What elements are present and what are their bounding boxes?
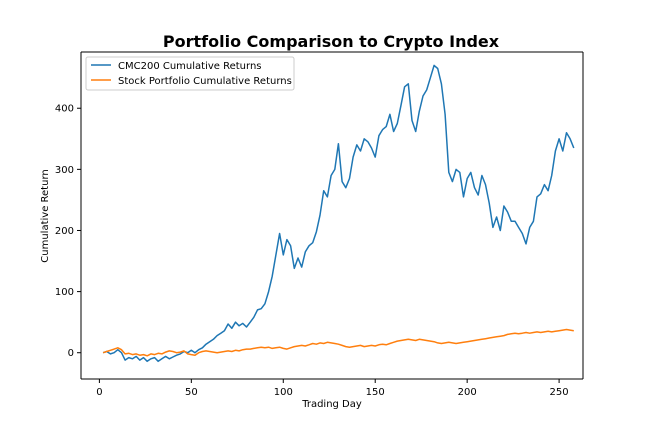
plot-frame [80,51,584,380]
y-tick-label: 0 [68,348,74,359]
legend: CMC200 Cumulative Returns Stock Portfoli… [85,56,295,91]
y-tick-label: 400 [55,104,74,115]
chart-title: Portfolio Comparison to Crypto Index [163,32,500,51]
plot-area [81,52,583,379]
x-tick-label: 50 [185,387,198,398]
series-line-stock-portfolio [102,328,574,357]
x-axis-ticks: 0 50 100 150 200 250 [96,379,569,398]
y-axis-label: Cumulative Return [40,169,51,262]
x-axis-label: Trading Day [301,399,362,410]
y-tick-label: 300 [55,165,74,176]
x-tick-label: 100 [274,387,293,398]
series-line-cmc200 [102,64,575,363]
legend-label-stock-portfolio: Stock Portfolio Cumulative Returns [118,76,292,87]
x-tick-label: 0 [96,387,102,398]
series-layer [102,64,575,363]
y-tick-label: 100 [55,287,74,298]
legend-box [85,56,295,91]
x-tick-label: 250 [550,387,569,398]
x-tick-label: 150 [366,387,385,398]
y-axis-ticks: 0 100 200 300 400 [55,104,81,359]
y-tick-label: 200 [55,226,74,237]
legend-label-cmc200: CMC200 Cumulative Returns [118,61,262,72]
x-tick-label: 200 [458,387,477,398]
